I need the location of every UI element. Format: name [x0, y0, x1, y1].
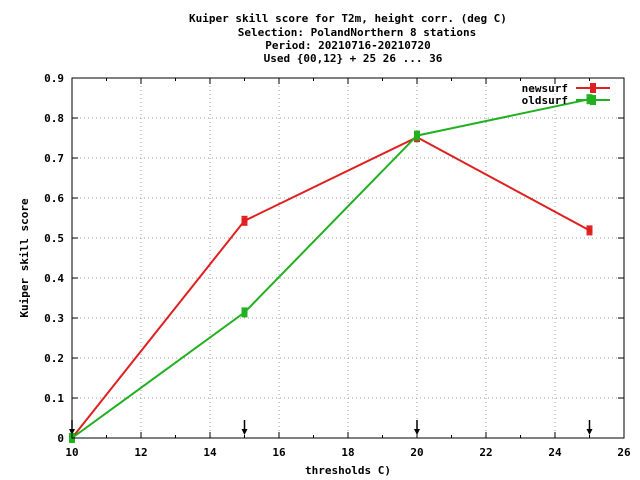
- threshold-markers: [69, 420, 593, 435]
- y-tick-label: 0.2: [44, 352, 64, 365]
- title-line-2: Selection: PolandNorthern 8 stations: [238, 26, 476, 39]
- x-tick-label: 14: [203, 446, 217, 459]
- threshold-arrow-head: [586, 429, 593, 435]
- x-tick-label: 12: [134, 446, 147, 459]
- legend-label-oldsurf: oldsurf: [522, 94, 568, 107]
- series-line-newsurf: [71, 136, 590, 439]
- x-tick-label: 16: [272, 446, 286, 459]
- axis-ticks: [71, 77, 625, 439]
- x-tick-label: 20: [410, 446, 423, 459]
- grid: [72, 78, 624, 438]
- title-line-3: Period: 20210716-20210720: [265, 39, 431, 52]
- threshold-arrow-head: [241, 429, 248, 435]
- tick-labels: 0 0.1 0.2 0.3 0.4 0.5 0.6 0.7 0.8 0.9 10 12 14 16 18 20…: [44, 72, 631, 459]
- title-line-4: Used {00,12} + 25 26 ... 36: [264, 52, 443, 65]
- x-tick-label: 22: [479, 446, 492, 459]
- data-point-newsurf: [586, 225, 593, 236]
- y-tick-label: 0.5: [44, 232, 64, 245]
- series-group: [69, 94, 593, 443]
- data-point-oldsurf-square: [414, 132, 420, 139]
- legend-label-newsurf: newsurf: [522, 82, 568, 95]
- data-point-oldsurf: [241, 307, 248, 318]
- x-tick-label: 18: [341, 446, 354, 459]
- x-axis-label: thresholds C): [305, 464, 391, 477]
- legend-marker-oldsurf: [590, 95, 596, 105]
- y-tick-label: 0.9: [44, 72, 64, 85]
- chart-title: Kuiper skill score for T2m, height corr.…: [189, 12, 507, 65]
- legend-marker-newsurf-square: [590, 85, 596, 91]
- title-line-1: Kuiper skill score for T2m, height corr.…: [189, 12, 507, 25]
- y-tick-label: 0: [57, 432, 64, 445]
- y-tick-label: 0.1: [44, 392, 64, 405]
- data-point-newsurf-square: [241, 217, 248, 224]
- data-point-oldsurf: [414, 130, 420, 141]
- legend-marker-newsurf: [590, 83, 596, 93]
- y-tick-label: 0.3: [44, 312, 64, 325]
- y-tick-label: 0.7: [44, 152, 64, 165]
- legend-marker-oldsurf-square: [590, 97, 596, 103]
- y-tick-label: 0.8: [44, 112, 64, 125]
- data-point-oldsurf-square: [241, 309, 248, 316]
- y-tick-label: 0.4: [44, 272, 64, 285]
- x-tick-label: 26: [617, 446, 631, 459]
- y-tick-label: 0.6: [44, 192, 64, 205]
- series-line-oldsurf: [71, 98, 590, 439]
- x-tick-label: 10: [65, 446, 78, 459]
- data-point-newsurf-square: [586, 227, 593, 234]
- x-tick-label: 24: [548, 446, 562, 459]
- y-axis-label: Kuiper skill score: [18, 198, 31, 318]
- data-point-newsurf: [241, 215, 248, 226]
